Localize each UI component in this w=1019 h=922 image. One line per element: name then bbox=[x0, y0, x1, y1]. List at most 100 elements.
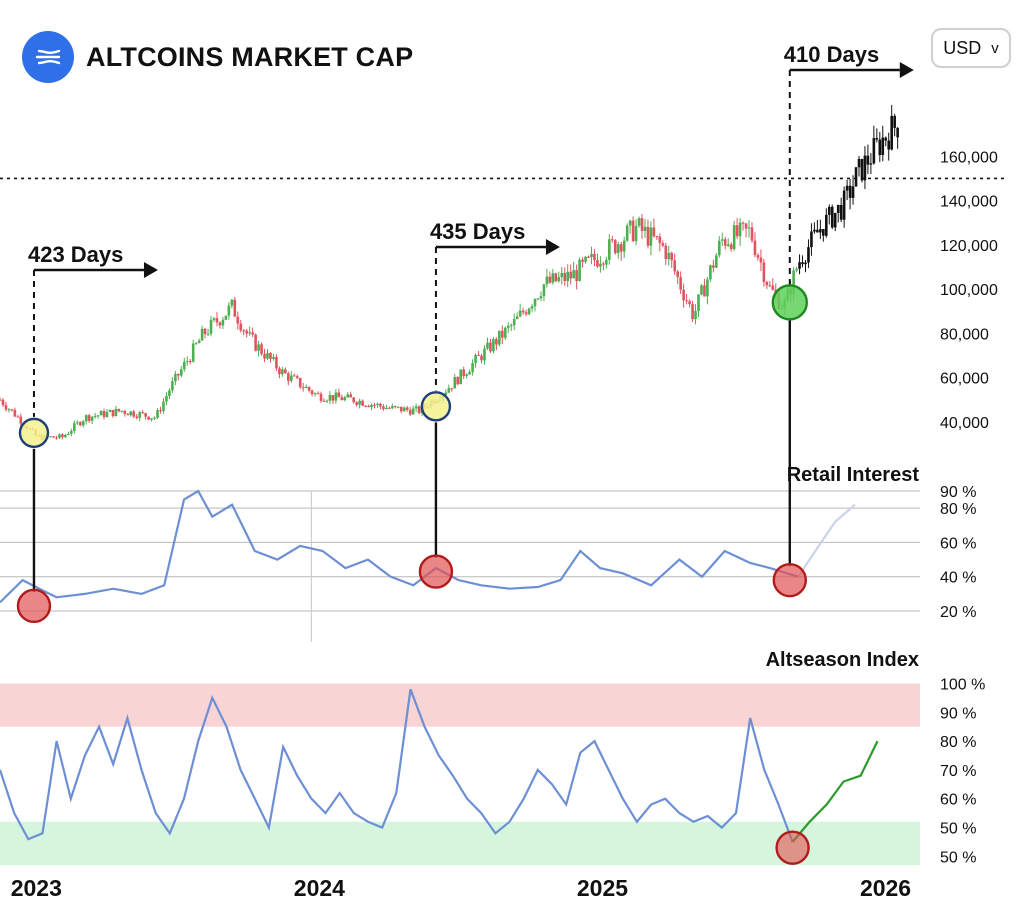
candle-body bbox=[512, 319, 516, 326]
candle-body bbox=[643, 226, 647, 231]
candle-body bbox=[878, 139, 882, 156]
candle-body bbox=[610, 239, 614, 241]
candle-body bbox=[893, 115, 896, 128]
candle-body bbox=[890, 115, 893, 150]
candle-body bbox=[830, 206, 834, 228]
candle-body bbox=[563, 272, 567, 282]
candle-body bbox=[857, 159, 861, 168]
candle-body bbox=[474, 354, 477, 364]
candle-body bbox=[712, 265, 715, 268]
candle-body bbox=[99, 411, 103, 416]
currency-select[interactable]: USD v bbox=[931, 28, 1011, 68]
candle-body bbox=[254, 334, 257, 351]
candle-body bbox=[676, 271, 679, 278]
candle-body bbox=[819, 229, 822, 233]
candle-body bbox=[188, 361, 192, 363]
candle-body bbox=[227, 305, 231, 316]
candle-body bbox=[284, 369, 287, 374]
candle-body bbox=[700, 285, 703, 295]
retail-marker bbox=[772, 562, 807, 598]
candle-body bbox=[489, 342, 492, 352]
candle-body bbox=[542, 284, 546, 297]
candle-body bbox=[715, 255, 718, 268]
candle-body bbox=[685, 300, 688, 302]
logo-icon bbox=[22, 31, 74, 83]
retail-marker bbox=[418, 554, 454, 589]
candle-body bbox=[396, 406, 400, 408]
candle-body bbox=[310, 390, 314, 395]
candle-body bbox=[887, 140, 891, 150]
candle-body bbox=[608, 239, 611, 260]
retail-y-tick: 90 % bbox=[940, 484, 976, 501]
annotation-arrow-head bbox=[545, 239, 560, 255]
candle-body bbox=[869, 163, 873, 165]
candle-body bbox=[667, 252, 671, 260]
candle-body bbox=[224, 315, 228, 320]
candle-body bbox=[230, 299, 234, 306]
candle-body bbox=[263, 353, 266, 359]
candle-body bbox=[367, 405, 370, 407]
candle-body bbox=[661, 243, 665, 246]
candle-body bbox=[346, 394, 350, 398]
candle-body bbox=[768, 285, 772, 287]
candle-body bbox=[628, 220, 632, 226]
currency-label: USD bbox=[943, 37, 982, 58]
candle-body bbox=[203, 328, 207, 334]
candle-body bbox=[10, 409, 14, 411]
annotation-arrow-head bbox=[899, 62, 914, 78]
candle-body bbox=[640, 218, 644, 231]
candle-body bbox=[625, 225, 629, 241]
candle-body bbox=[236, 316, 240, 324]
candle-body bbox=[391, 406, 394, 409]
x-axis-year-label: 2023 bbox=[11, 875, 62, 901]
candle-body bbox=[619, 244, 623, 252]
altseason-marker bbox=[775, 830, 810, 865]
candle-body bbox=[394, 406, 397, 408]
candle-body bbox=[637, 218, 641, 226]
candle-body bbox=[726, 244, 730, 246]
candle-body bbox=[673, 260, 677, 272]
candle-body bbox=[590, 253, 593, 258]
candle-body bbox=[159, 410, 162, 412]
page-title: ALTCOINS MARKET CAP bbox=[86, 41, 414, 72]
candle-body bbox=[515, 316, 519, 320]
candle-body bbox=[792, 270, 795, 295]
candle-body bbox=[616, 244, 620, 254]
candle-body bbox=[316, 393, 320, 395]
retail-y-tick: 20 % bbox=[940, 604, 976, 621]
candle-body bbox=[572, 270, 575, 279]
candle-body bbox=[557, 277, 561, 282]
altseason-line bbox=[0, 688, 794, 843]
candle-body bbox=[581, 259, 584, 262]
annotation-arrow-head bbox=[143, 262, 158, 278]
page-header: ALTCOINS MARKET CAP bbox=[22, 31, 414, 83]
candle-body bbox=[402, 407, 406, 412]
candle-body bbox=[860, 159, 864, 181]
candle-body bbox=[652, 227, 656, 237]
x-axis-year-label: 2025 bbox=[577, 875, 628, 901]
altseason-y-tick: 50 % bbox=[940, 849, 976, 866]
candle-body bbox=[453, 377, 457, 389]
candle-body bbox=[16, 416, 20, 418]
candle-body bbox=[209, 319, 213, 334]
candle-body bbox=[492, 339, 495, 352]
candle-body bbox=[527, 308, 531, 315]
candle-body bbox=[605, 259, 608, 265]
altseason-y-tick: 60 % bbox=[940, 792, 976, 809]
candle-body bbox=[379, 403, 382, 407]
candle-body bbox=[174, 373, 177, 382]
x-axis-year-label: 2026 bbox=[860, 875, 911, 901]
price-y-tick: 140,000 bbox=[940, 194, 998, 211]
candle-body bbox=[495, 339, 498, 345]
candle-body bbox=[807, 247, 810, 263]
candle-body bbox=[845, 185, 849, 191]
candle-body bbox=[658, 236, 662, 244]
candle-body bbox=[521, 310, 525, 313]
retail-y-tick: 80 % bbox=[940, 501, 976, 518]
candle-body bbox=[804, 262, 807, 265]
candle-body bbox=[759, 257, 763, 263]
candle-body bbox=[599, 263, 602, 267]
candle-body bbox=[732, 225, 736, 250]
candle-body bbox=[206, 333, 210, 335]
